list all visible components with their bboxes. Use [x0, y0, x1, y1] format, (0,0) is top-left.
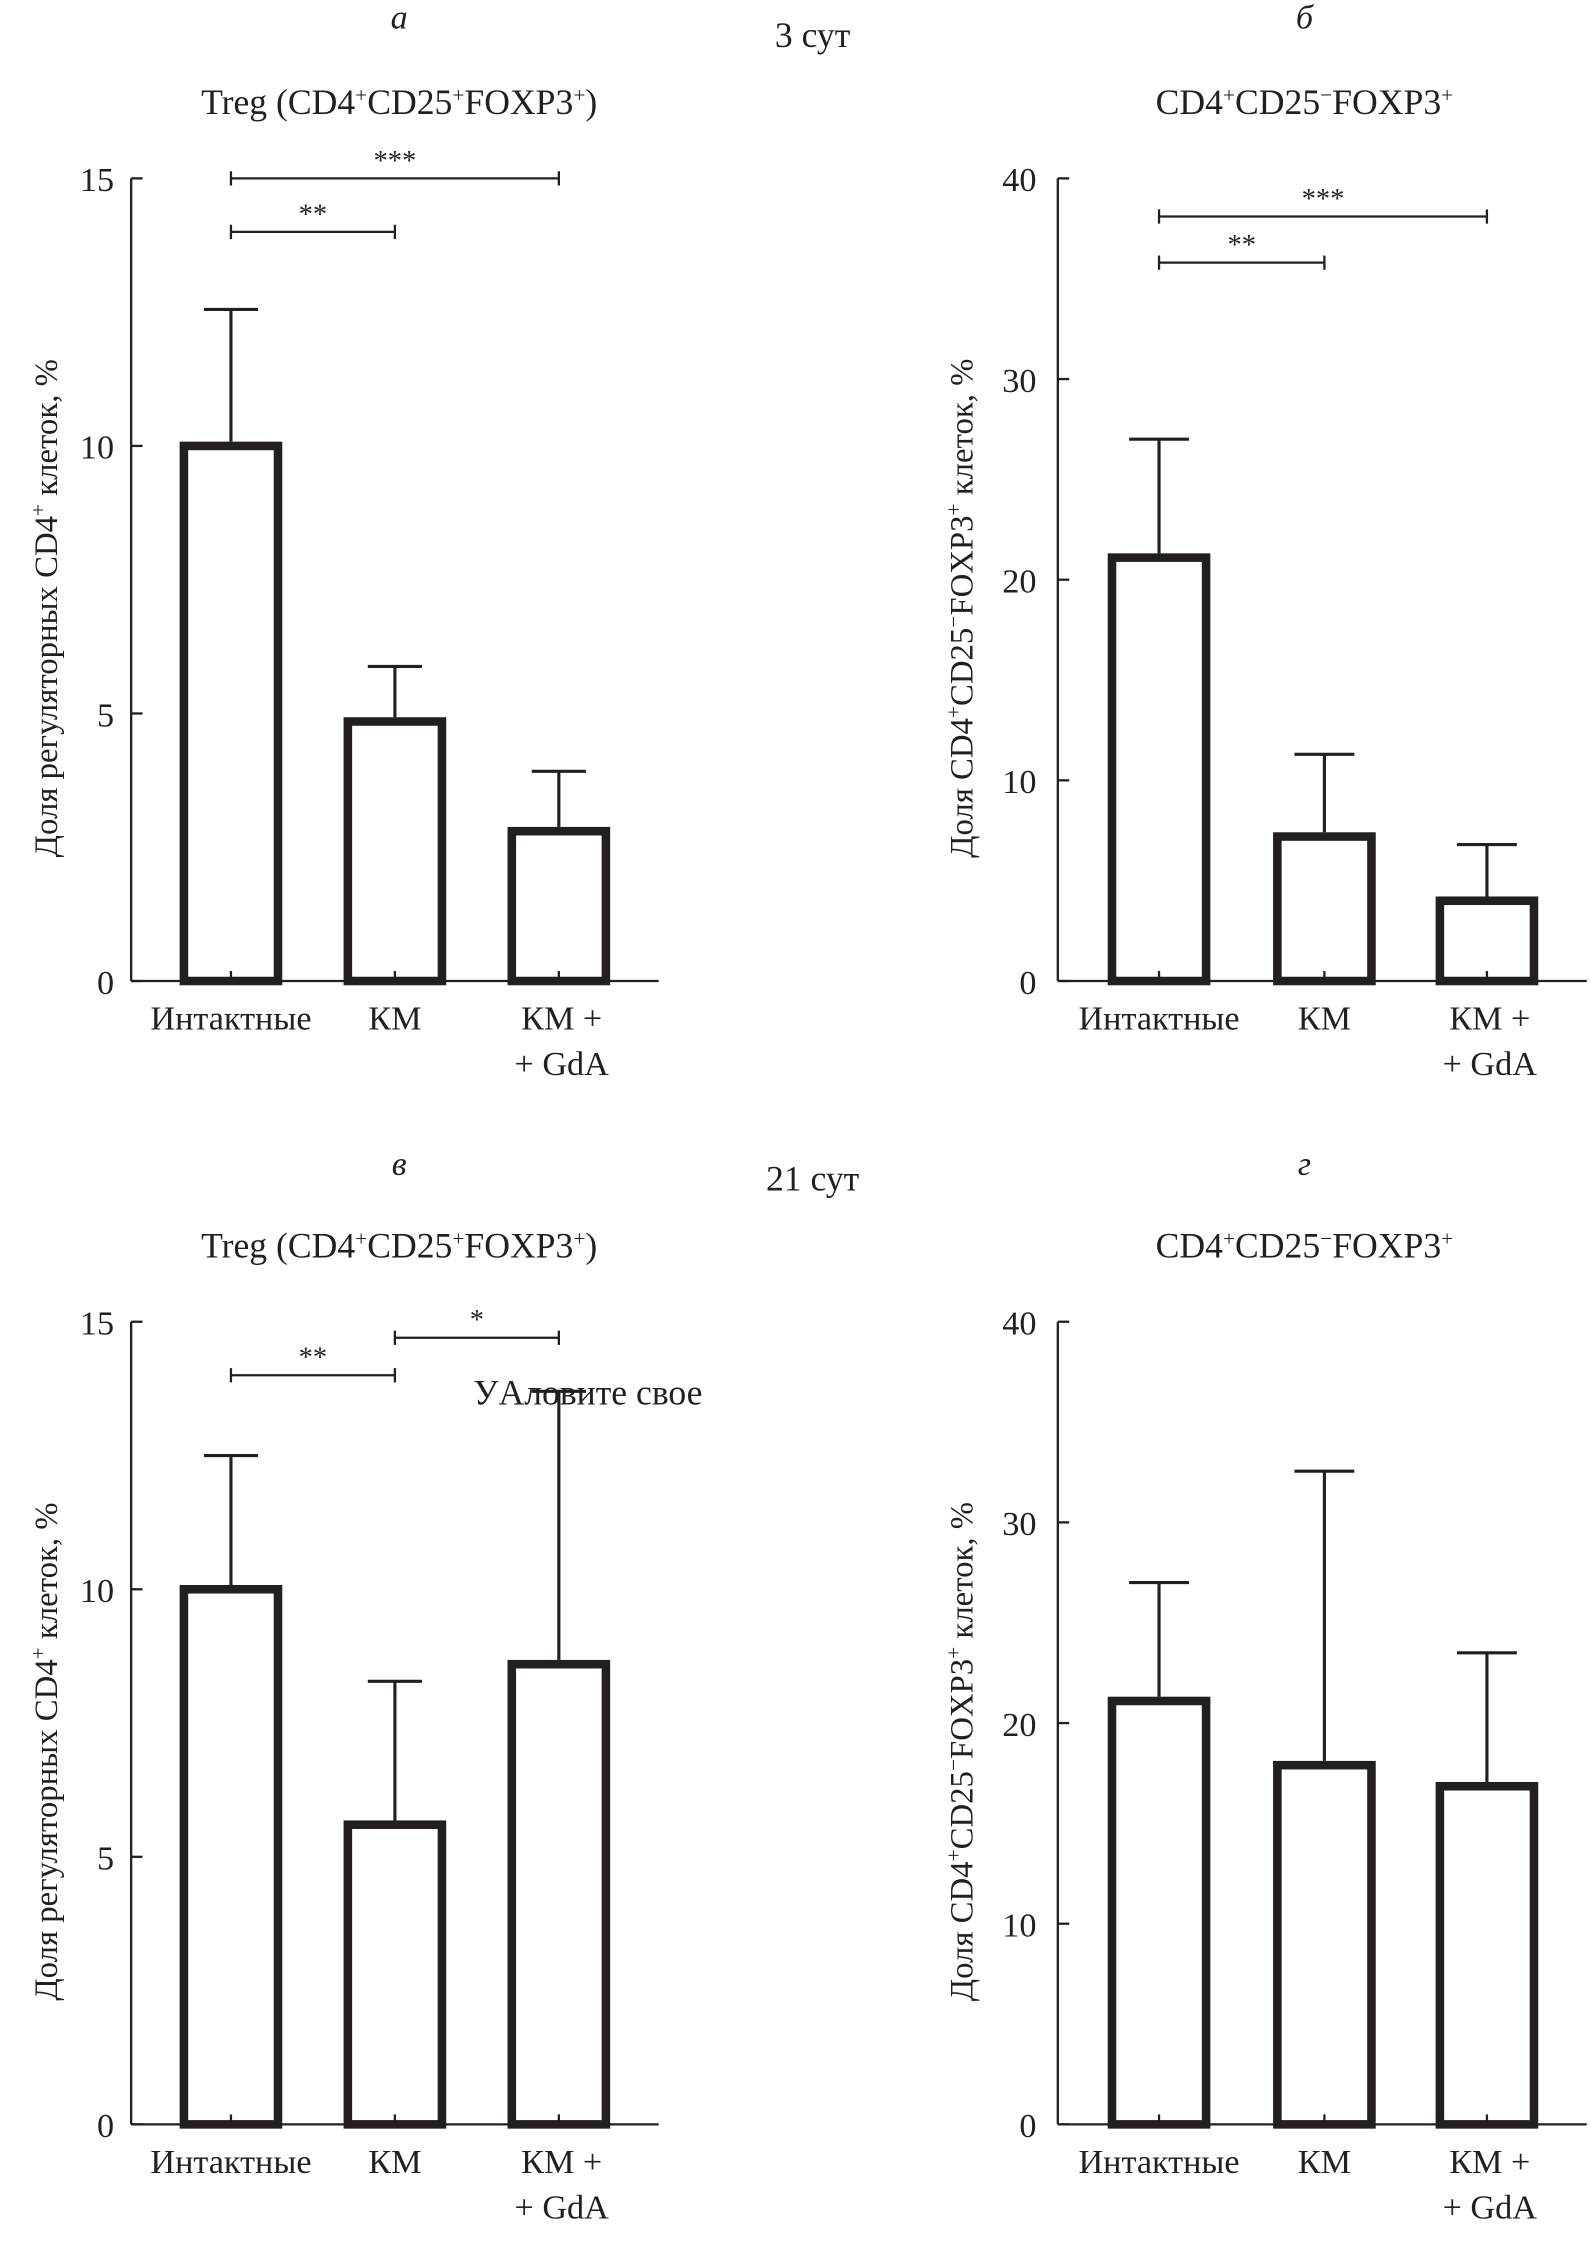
- chart-title: CD4+CD25−FOXP3+: [1156, 82, 1454, 122]
- y-tick-label: 10: [80, 1573, 114, 1610]
- x-tick-label: Интактные: [150, 2144, 311, 2181]
- y-tick-label: 0: [97, 965, 114, 1002]
- y-axis-label: Доля регуляторных CD4+ клеток, %: [26, 1502, 65, 2000]
- day-label-3: 3 сут: [775, 15, 851, 55]
- y-tick-label: 5: [97, 1841, 114, 1878]
- y-tick-label: 10: [1002, 1908, 1036, 1945]
- significance-label: ***: [374, 146, 417, 177]
- chart-title: Treg (CD4+CD25+FOXP3+): [201, 1226, 597, 1266]
- chart-panel-а: а Treg (CD4+CD25+FOXP3+) Доля регуляторных…: [26, 0, 659, 1083]
- x-tick-label: + GdA: [1443, 2189, 1538, 2226]
- y-tick-label: 10: [1002, 764, 1036, 801]
- bar-2: [507, 826, 611, 986]
- x-tick-label: + GdA: [515, 2189, 610, 2226]
- y-tick-label: 0: [1019, 965, 1036, 1002]
- significance-label: **: [299, 1343, 328, 1374]
- bar-0: [179, 441, 283, 986]
- y-tick-label: 0: [97, 2108, 114, 2145]
- x-tick-label: КМ: [368, 1000, 421, 1037]
- x-tick-label: КМ: [368, 2144, 421, 2181]
- panel-letter: г: [1298, 1146, 1311, 1183]
- x-tick-label: + GdA: [515, 1046, 610, 1083]
- y-tick-label: 0: [1019, 2108, 1036, 2145]
- panel-letter: а: [391, 0, 408, 37]
- y-tick-label: 40: [1002, 162, 1036, 199]
- significance-label: **: [299, 199, 328, 230]
- x-tick-label: КМ +: [521, 1000, 602, 1037]
- overlay-text: УAловите свое: [473, 1372, 702, 1412]
- x-tick-label: КМ: [1298, 2144, 1351, 2181]
- significance-label: *: [470, 1305, 484, 1336]
- y-tick-label: 15: [80, 1306, 114, 1343]
- y-tick-label: 30: [1002, 1506, 1036, 1543]
- bar-0: [1107, 553, 1211, 986]
- x-tick-label: Интактные: [1078, 1000, 1239, 1037]
- chart-title: Treg (CD4+CD25+FOXP3+): [201, 82, 597, 122]
- bar-2: [1435, 896, 1539, 986]
- x-tick-label: Интактные: [150, 1000, 311, 1037]
- x-tick-label: КМ +: [1449, 1000, 1530, 1037]
- bar-1: [1273, 1760, 1376, 2129]
- y-axis-label: Доля CD4+CD25−FOXP3+ клеток, %: [941, 359, 980, 858]
- chart-panel-б: б CD4+CD25−FOXP3+ Доля CD4+CD25−FOXP3+ кле…: [941, 0, 1587, 1083]
- bar-2: [1435, 1781, 1539, 2129]
- x-tick-label: КМ +: [1449, 2144, 1530, 2181]
- y-tick-label: 15: [80, 162, 114, 199]
- chart-panel-в: в Treg (CD4+CD25+FOXP3+) Доля регуляторных…: [26, 1146, 659, 2226]
- panel-letter: б: [1296, 0, 1315, 37]
- y-tick-label: 20: [1002, 564, 1036, 601]
- y-tick-label: 10: [80, 430, 114, 467]
- y-axis-label: Доля регуляторных CD4+ клеток, %: [26, 359, 65, 857]
- chart-panel-г: г CD4+CD25−FOXP3+ Доля CD4+CD25−FOXP3+ кле…: [941, 1146, 1587, 2226]
- chart-title: CD4+CD25−FOXP3+: [1156, 1226, 1454, 1266]
- y-axis-label: Доля CD4+CD25−FOXP3+ клеток, %: [941, 1502, 980, 2001]
- y-tick-label: 20: [1002, 1707, 1036, 1744]
- day-label-21: 21 сут: [766, 1159, 860, 1199]
- y-tick-label: 5: [97, 697, 114, 734]
- bar-1: [1273, 832, 1376, 986]
- panel-letter: в: [392, 1146, 407, 1183]
- significance-label: ***: [1302, 184, 1345, 215]
- bar-0: [179, 1585, 283, 2129]
- bar-2: [507, 1659, 611, 2129]
- bar-0: [1107, 1696, 1211, 2129]
- significance-label: **: [1227, 230, 1256, 261]
- y-tick-label: 30: [1002, 363, 1036, 400]
- bar-1: [343, 1820, 447, 2129]
- bar-1: [343, 717, 447, 986]
- x-tick-label: КМ +: [521, 2144, 602, 2181]
- x-tick-label: КМ: [1298, 1000, 1351, 1037]
- x-tick-label: Интактные: [1078, 2144, 1239, 2181]
- x-tick-label: + GdA: [1443, 1046, 1538, 1083]
- y-tick-label: 40: [1002, 1306, 1036, 1343]
